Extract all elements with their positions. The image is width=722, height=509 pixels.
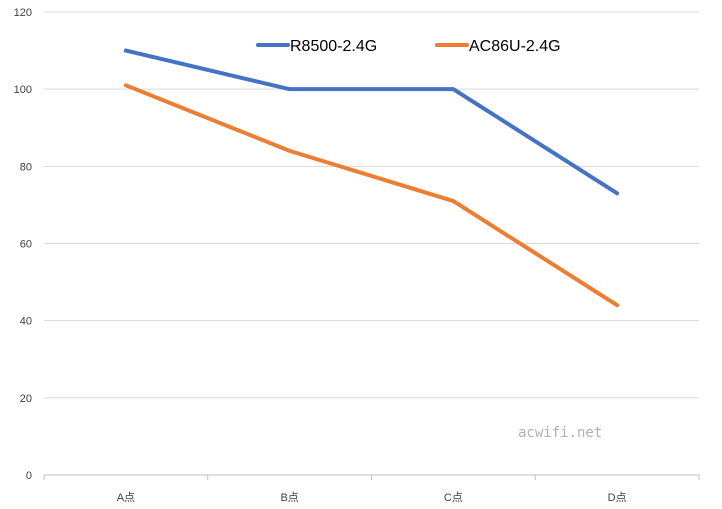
series-line-1 [123, 48, 620, 196]
y-tick-label: 0 [26, 470, 32, 482]
series-lines [123, 48, 620, 308]
legend: R8500-2.4G AC86U-2.4G [256, 38, 561, 55]
series-line-2 [123, 83, 620, 308]
x-tick-label: B点 [280, 491, 298, 504]
y-tick-label: 80 [20, 161, 32, 173]
axes [43, 474, 700, 480]
x-tick-label: C点 [444, 491, 463, 504]
y-tick-label: 40 [20, 316, 32, 328]
legend-label: R8500-2.4G [290, 38, 377, 55]
y-tick-label: 100 [14, 84, 32, 96]
tick-labels: 0 20 40 60 80 100 120 A点 B点 C点 D点 [14, 7, 627, 504]
legend-label: AC86U-2.4G [469, 38, 561, 55]
gridlines [44, 11, 699, 399]
x-tick-label: D点 [608, 491, 627, 504]
watermark-text: acwifi.net [518, 425, 602, 441]
y-tick-label: 20 [20, 393, 32, 405]
x-tick-label: A点 [117, 491, 135, 504]
y-tick-label: 120 [14, 7, 32, 19]
y-tick-label: 60 [20, 239, 32, 251]
